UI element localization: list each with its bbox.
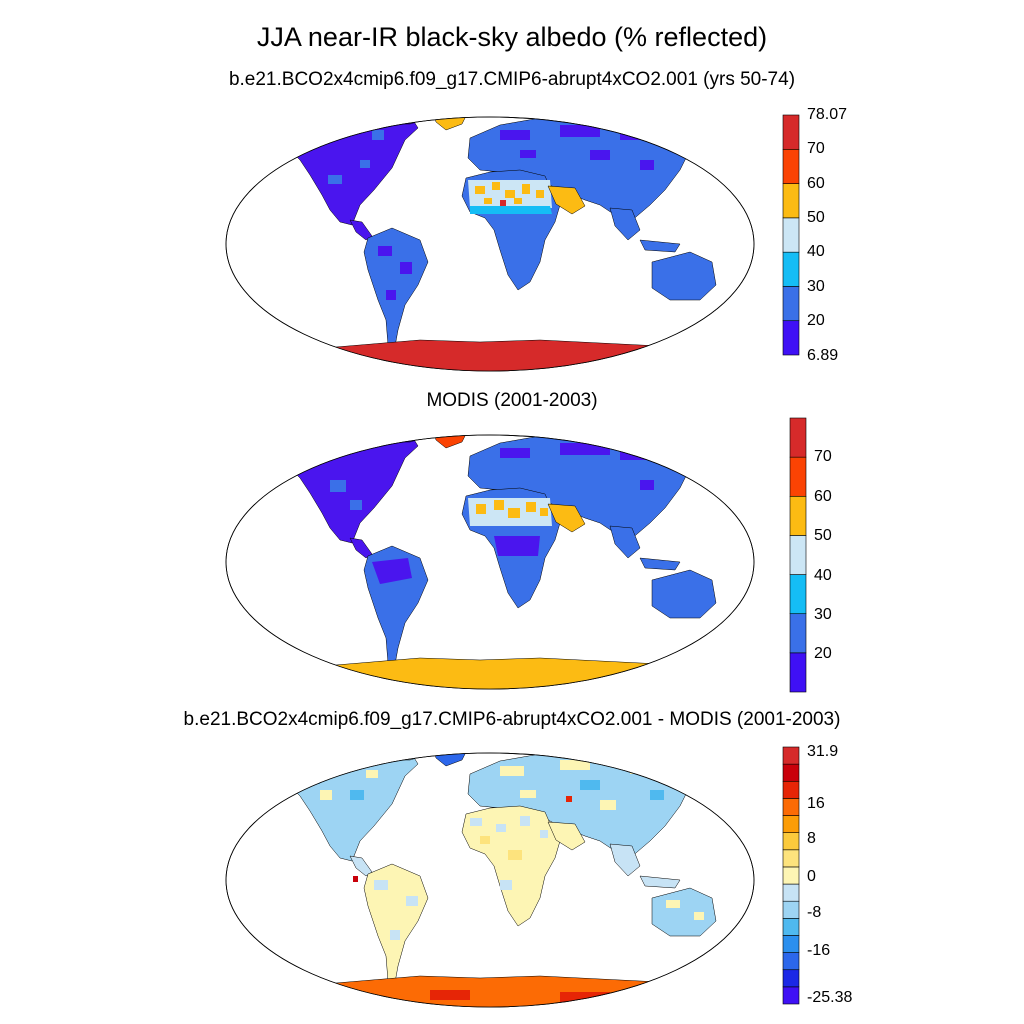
colorbar-swatch — [782, 148, 800, 184]
colorbar-swatch — [789, 574, 807, 615]
panel-title-modis: MODIS (2001-2003) — [426, 390, 598, 411]
map-panel-model — [225, 116, 755, 372]
se-asia — [609, 525, 681, 571]
colorbar-tick-label: 20 — [807, 312, 825, 329]
colorbar-swatch — [789, 535, 807, 575]
antarctica — [299, 975, 754, 1007]
colorbar-swatch — [789, 613, 807, 654]
colorbar-swatch — [782, 986, 800, 1005]
colorbar-tick-label: 31.9 — [807, 743, 839, 760]
panel-title-difference: b.e21.BCO2x4cmip6.f09_g17.CMIP6-abrupt4x… — [183, 709, 841, 730]
colorbar-tick-label: 60 — [807, 175, 825, 192]
africa-orange — [480, 836, 522, 860]
colorbar-modis — [789, 417, 807, 693]
colorbar-tick-label: 50 — [807, 209, 825, 226]
sahara-bright — [475, 182, 544, 204]
greenland — [431, 753, 471, 767]
arabia — [547, 185, 586, 215]
arabia — [547, 821, 586, 851]
colorbar-tick-label: 40 — [807, 243, 825, 260]
south-america — [363, 863, 429, 989]
north-america-patches — [300, 117, 384, 184]
colorbar-swatch — [789, 652, 807, 693]
eurasia-patches — [500, 443, 670, 490]
caspian-hotspot — [566, 796, 572, 802]
colorbar-swatch — [782, 900, 800, 919]
colorbar-swatch — [782, 918, 800, 936]
north-america-patches-2 — [310, 776, 364, 800]
colorbar-swatch — [782, 952, 800, 971]
colorbar-swatch — [782, 969, 800, 988]
colorbar-difference — [782, 746, 800, 1005]
colorbar-tick-label: 30 — [814, 606, 832, 623]
colorbar-swatch — [782, 832, 800, 851]
colorbar-swatch — [782, 320, 800, 356]
colorbar-swatch — [782, 798, 800, 816]
colorbar-swatch — [782, 763, 800, 782]
colorbar-tick-label: 40 — [814, 567, 832, 584]
colorbar-swatch — [782, 849, 800, 868]
greenland — [431, 117, 471, 131]
sahara-red — [500, 200, 506, 206]
colorbar-tick-label: 70 — [814, 448, 832, 465]
colorbar-swatch — [782, 217, 800, 253]
colorbar-tick-label: 8 — [807, 830, 816, 847]
colorbar-swatch — [782, 815, 800, 833]
colorbar-swatch — [782, 780, 800, 799]
eurasia-blue — [580, 780, 664, 800]
colorbar-swatch — [782, 114, 800, 150]
south-america-patches — [374, 880, 418, 940]
colorbar-tick-label: -25.38 — [807, 989, 853, 1006]
australia — [651, 251, 717, 301]
colorbar-swatch — [782, 746, 800, 765]
colorbar-swatch — [782, 883, 800, 902]
colorbar-swatch — [782, 866, 800, 885]
australia — [651, 569, 717, 619]
figure-title: JJA near-IR black-sky albedo (% reflecte… — [256, 22, 768, 52]
sahel-blue — [470, 206, 552, 214]
colorbar-tick-label: 16 — [807, 795, 825, 812]
se-asia — [609, 207, 681, 253]
antarctica — [299, 339, 754, 371]
colorbar-tick-label: 70 — [807, 140, 825, 157]
colorbar-swatch — [782, 286, 800, 322]
colorbar-swatch — [789, 417, 807, 458]
sahara-bright — [476, 500, 548, 518]
colorbar-tick-label: 50 — [814, 527, 832, 544]
colorbar-swatch — [782, 183, 800, 219]
colorbar-tick-label: 6.89 — [807, 347, 839, 364]
panel-title-model: b.e21.BCO2x4cmip6.f09_g17.CMIP6-abrupt4x… — [228, 69, 796, 90]
colorbar-tick-label: 20 — [814, 645, 832, 662]
colorbar-tick-label: 60 — [814, 488, 832, 505]
africa-patches — [470, 816, 548, 890]
se-asia — [609, 843, 681, 889]
australia-patches — [666, 900, 704, 920]
colorbar-swatch — [789, 456, 807, 497]
map-panel-modis — [225, 434, 755, 690]
colorbar-tick-label: 0 — [807, 868, 816, 885]
greenland — [431, 435, 471, 449]
colorbar-tick-label: -8 — [807, 904, 822, 921]
colorbar-model — [782, 114, 800, 356]
amazon — [372, 558, 412, 584]
island-hotspot — [353, 876, 358, 882]
colorbar-swatch — [789, 495, 807, 536]
eurasia-patches — [500, 125, 660, 170]
colorbar-swatch — [782, 935, 800, 953]
south-america-patches — [378, 246, 412, 300]
arabia — [547, 503, 586, 533]
map-panel-difference — [225, 752, 755, 1008]
colorbar-swatch — [782, 251, 800, 287]
antarctica — [299, 657, 754, 689]
colorbar-tick-label: -16 — [807, 942, 831, 959]
central-africa — [494, 536, 540, 556]
colorbar-tick-label: 78.07 — [807, 106, 848, 123]
colorbar-tick-label: 30 — [807, 278, 825, 295]
